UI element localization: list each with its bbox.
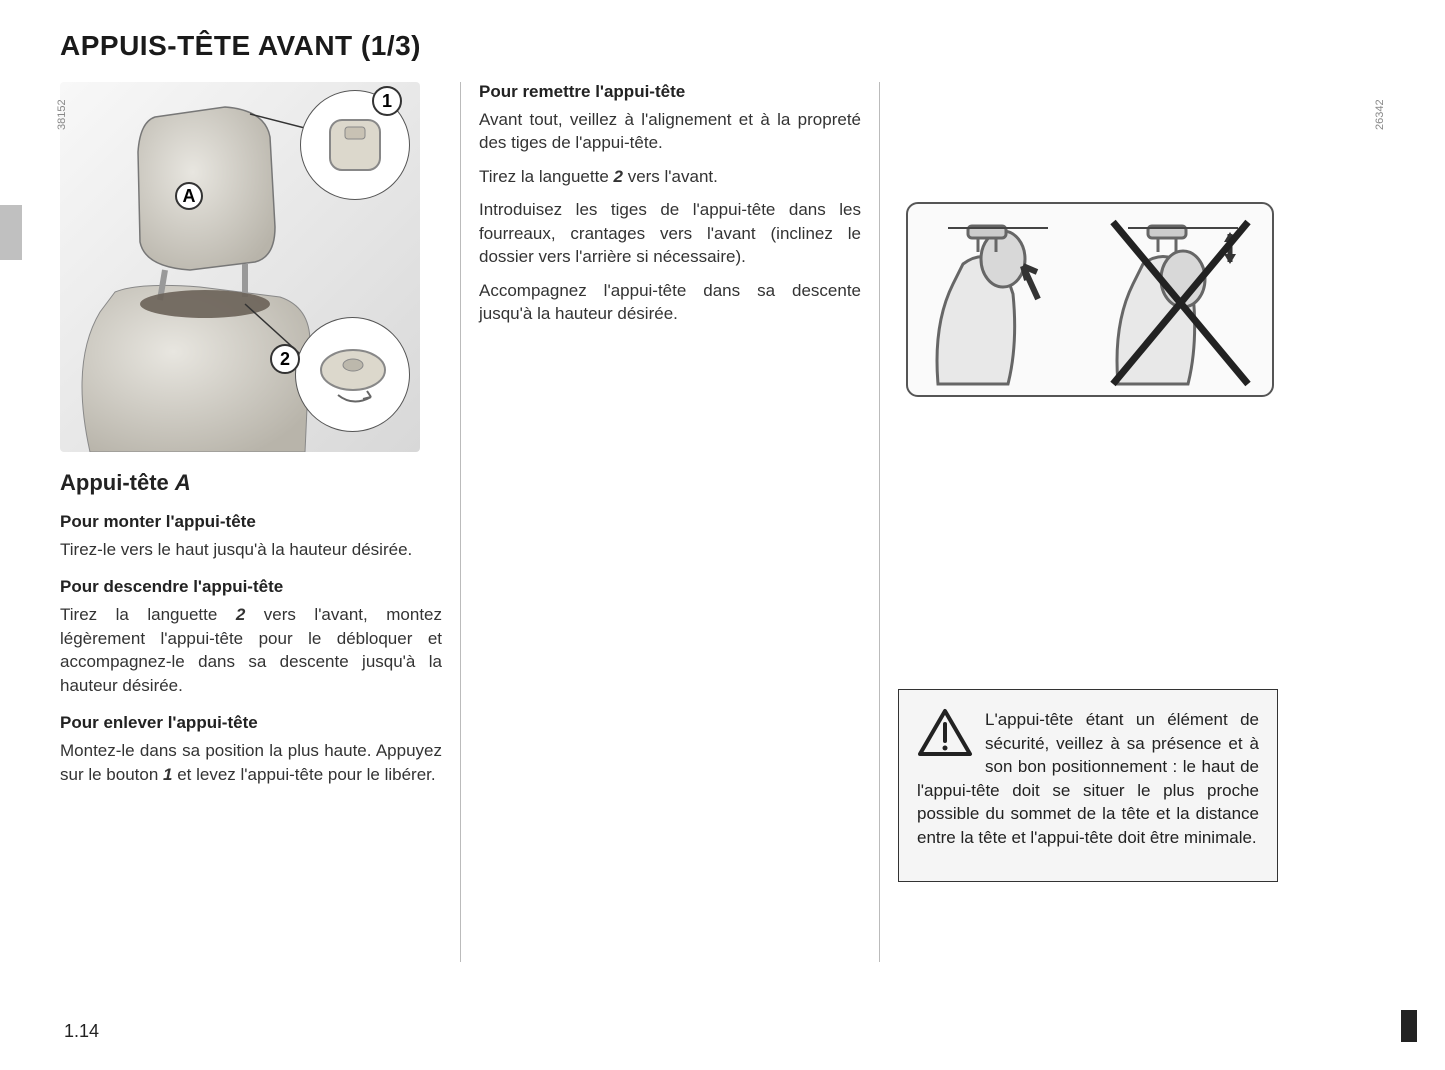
section-head-enlever: Pour enlever l'appui-tête xyxy=(60,713,442,733)
p-remettre-2: Tirez la languette 2 vers l'avant. xyxy=(479,165,861,188)
content-columns: 38152 xyxy=(60,82,1385,962)
warning-box: L'appui-tête étant un élément de sécurit… xyxy=(898,689,1278,882)
s2a: Tirez la languette xyxy=(60,605,236,624)
page-edge-marker xyxy=(1401,1010,1417,1042)
p2a: Tirez la languette xyxy=(479,167,614,186)
manual-page: APPUIS-TÊTE AVANT (1/3) 38152 xyxy=(0,0,1445,1070)
subtitle-appui-tete-a: Appui-tête A xyxy=(60,470,442,496)
label-1-text: 1 xyxy=(382,91,392,112)
p-remettre-4: Accompagnez l'appui-tête dans sa descent… xyxy=(479,279,861,326)
callout-label-a: A xyxy=(175,182,203,210)
s3b: et levez l'appui-tête pour le libérer. xyxy=(172,765,435,784)
p2b: vers l'avant. xyxy=(623,167,718,186)
page-number: 1.14 xyxy=(64,1021,99,1042)
body-enlever: Montez-le dans sa position la plus haute… xyxy=(60,739,442,786)
callout-label-2: 2 xyxy=(270,344,300,374)
detail-2-icon xyxy=(303,325,403,425)
position-diagram-icon xyxy=(908,204,1276,399)
page-title: APPUIS-TÊTE AVANT (1/3) xyxy=(60,30,1385,62)
column-3: 26342 xyxy=(880,82,1385,962)
body-monter: Tirez-le vers le haut jusqu'à la hauteur… xyxy=(60,538,442,561)
column-1: 38152 xyxy=(60,82,460,962)
label-2-text: 2 xyxy=(280,349,290,370)
figure-ref-right: 26342 xyxy=(1374,99,1386,130)
figure-correct-position xyxy=(906,202,1274,397)
p2bold: 2 xyxy=(614,167,623,186)
s2bold: 2 xyxy=(236,605,245,624)
p-remettre-1: Avant tout, veillez à l'alignement et à … xyxy=(479,108,861,155)
detail-circle-2 xyxy=(295,317,410,432)
warning-triangle-icon xyxy=(917,708,973,758)
p-remettre-3: Introduisez les tiges de l'appui-tête da… xyxy=(479,198,861,268)
column-2: Pour remettre l'appui-tête Avant tout, v… xyxy=(460,82,880,962)
subtitle-em: A xyxy=(175,470,191,495)
section-head-remettre: Pour remettre l'appui-tête xyxy=(479,82,861,102)
figure-headrest: 38152 xyxy=(60,82,420,452)
callout-label-1: 1 xyxy=(372,86,402,116)
section-head-descendre: Pour descendre l'appui-tête xyxy=(60,577,442,597)
body-descendre: Tirez la languette 2 vers l'avant, monte… xyxy=(60,603,442,697)
section-head-monter: Pour monter l'appui-tête xyxy=(60,512,442,532)
subtitle-prefix: Appui-tête xyxy=(60,470,175,495)
label-a-text: A xyxy=(183,186,196,207)
